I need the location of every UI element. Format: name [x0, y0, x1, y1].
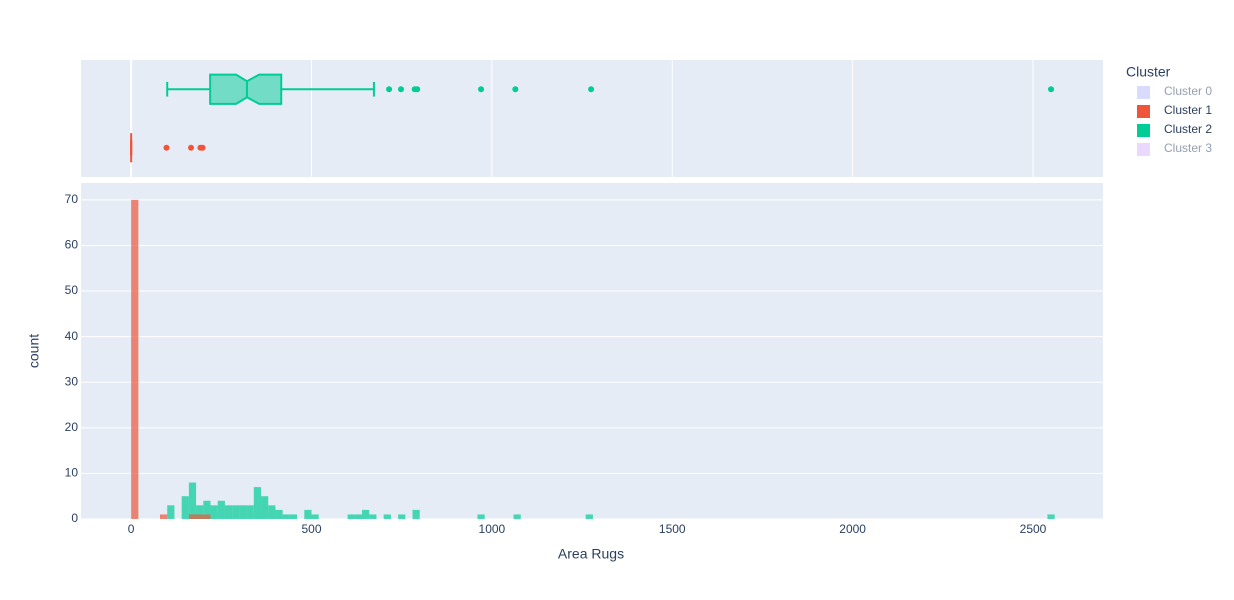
histogram-bar	[239, 505, 247, 519]
histogram-bar	[261, 496, 269, 519]
x-tick-label: 2000	[839, 522, 866, 536]
histogram-bar	[304, 509, 312, 519]
histogram-panel	[81, 183, 1103, 519]
outlier	[188, 144, 195, 151]
histogram-bar	[253, 487, 262, 519]
histogram-bar	[160, 514, 168, 519]
x-tick-label: 1000	[479, 522, 506, 536]
histogram-bar	[1047, 514, 1055, 519]
legend-label: Cluster 1	[1164, 103, 1212, 117]
y-tick-label: 30	[65, 374, 79, 388]
legend-swatch	[1137, 124, 1150, 137]
x-tick-label: 1500	[659, 522, 686, 536]
legend-title: Cluster	[1126, 64, 1171, 80]
histogram-bar	[217, 500, 225, 519]
legend-item[interactable]: Cluster 3	[1137, 141, 1212, 156]
histogram-bar	[362, 509, 370, 519]
outlier	[414, 86, 421, 93]
outlier	[163, 144, 170, 151]
outlier	[512, 86, 519, 93]
legend-label: Cluster 3	[1164, 141, 1212, 155]
box-plot	[166, 73, 1055, 105]
legend-swatch	[1137, 105, 1150, 118]
histogram-bar	[311, 514, 319, 519]
legend-swatch	[1137, 143, 1150, 156]
outlier	[199, 144, 206, 151]
histogram-bar	[131, 199, 139, 519]
histogram-bar	[347, 514, 355, 519]
histogram-bar	[224, 505, 233, 519]
x-tick-label: 2500	[1020, 522, 1047, 536]
legend-item[interactable]: Cluster 2	[1137, 122, 1212, 137]
x-tick-label: 500	[302, 522, 322, 536]
y-tick-label: 10	[65, 466, 79, 480]
histogram-bar	[181, 496, 189, 519]
histogram-bar	[188, 514, 197, 519]
histogram-bar	[383, 514, 391, 519]
y-tick-label: 60	[65, 238, 79, 252]
legend-swatch	[1137, 86, 1150, 99]
histogram-bar	[369, 514, 377, 519]
outlier	[588, 86, 595, 93]
histogram-bar	[203, 500, 211, 519]
x-tick-label: 0	[128, 522, 135, 536]
histogram-bar	[196, 514, 204, 519]
histogram-bar	[275, 509, 283, 519]
legend-item[interactable]: Cluster 0	[1137, 84, 1212, 99]
histogram-bar	[585, 514, 593, 519]
histogram-bar	[232, 505, 240, 519]
histogram-bar	[398, 514, 406, 519]
histogram-bar	[412, 509, 420, 519]
outlier	[478, 86, 485, 93]
histogram-bar	[196, 505, 204, 519]
outlier	[1048, 86, 1055, 93]
x-axis-title: Area Rugs	[558, 546, 624, 562]
y-axis-title: count	[26, 334, 42, 368]
box	[209, 73, 283, 105]
outlier	[386, 86, 393, 93]
y-tick-label: 0	[71, 511, 78, 525]
histogram-bar	[354, 514, 363, 519]
y-tick-label: 50	[65, 283, 79, 297]
histogram-bar	[477, 514, 485, 519]
histogram-bar	[203, 514, 211, 519]
y-tick-label: 40	[65, 329, 79, 343]
histogram-bar	[210, 505, 218, 519]
legend-label: Cluster 2	[1164, 122, 1212, 136]
y-tick-label: 20	[65, 420, 79, 434]
histogram-bar	[246, 505, 254, 519]
histogram-bar	[282, 514, 290, 519]
outlier	[397, 86, 404, 93]
y-tick-label: 70	[65, 192, 79, 206]
histogram-bar	[268, 505, 276, 519]
legend-label: Cluster 0	[1164, 84, 1212, 98]
histogram-bar	[289, 514, 298, 519]
histogram-bar	[188, 482, 197, 519]
box-plot	[130, 133, 206, 163]
histogram-bar	[513, 514, 521, 519]
histogram-bar	[167, 505, 175, 519]
legend-item[interactable]: Cluster 1	[1137, 103, 1212, 118]
